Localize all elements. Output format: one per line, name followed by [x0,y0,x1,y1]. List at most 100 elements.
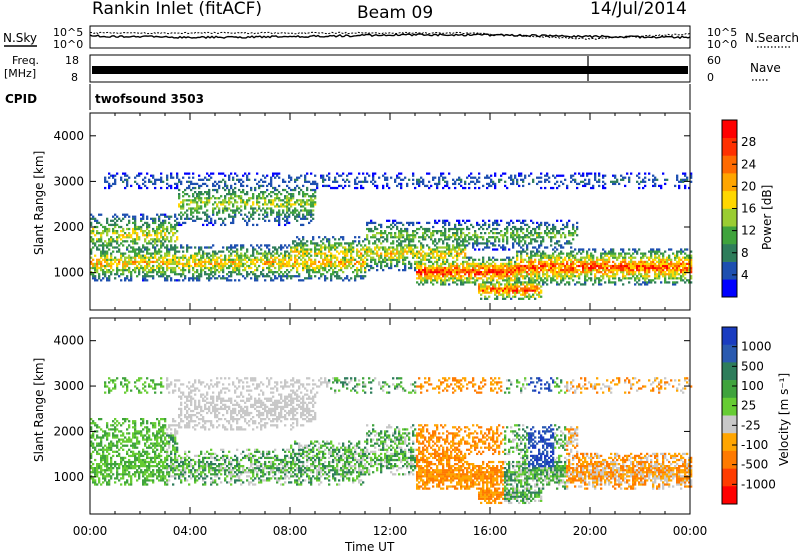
echo-cell [268,193,271,196]
echo-cell [552,232,555,235]
echo-cell [376,227,379,231]
echo-cell [228,174,231,177]
echo-cell [484,271,487,274]
echo-cell [260,271,263,274]
echo-cell [156,264,159,268]
echo-cell [312,271,315,274]
echo-cell [120,273,123,276]
echo-cell [218,217,221,220]
echo-cell [404,262,407,266]
echo-cell [458,254,461,257]
echo-cell [594,264,597,268]
echo-cell [208,191,211,194]
echo-cell [436,182,439,186]
echo-cell [590,269,593,272]
echo-cell [302,260,305,264]
echo-cell [462,271,465,274]
echo-cell [536,254,539,257]
echo-cell [302,238,305,241]
echo-cell [280,193,283,196]
echo-cell [168,248,171,251]
echo-cell [390,250,393,253]
echo-cell [394,219,397,222]
echo-cell [370,258,373,261]
echo-cell [480,283,483,286]
echo-cell [318,277,321,280]
echo-cell [372,266,375,270]
echo-cell [510,273,513,276]
echo-cell [286,275,289,278]
echo-cell [298,273,301,276]
echo-cell [488,264,491,268]
echo-cell [356,273,359,276]
echo-cell [206,201,209,204]
echo-cell [516,219,519,222]
echo-cell [562,277,565,280]
echo-cell [282,264,285,268]
echo-cell [598,172,601,175]
echo-cell [544,264,547,268]
echo-cell [412,223,415,227]
echo-cell [316,252,319,255]
echo-cell [440,262,443,266]
echo-cell [212,250,215,253]
echo-cell [568,219,571,222]
echo-cell [106,230,109,233]
echo-cell [426,277,429,280]
echo-cell [550,240,553,243]
echo-cell [564,269,567,272]
echo-cell [96,246,99,249]
echo-cell [526,264,529,268]
echo-cell [134,215,137,218]
echo-cell [252,271,255,274]
echo-cell [456,244,459,247]
echo-cell [516,258,519,261]
echo-cell [120,178,123,181]
echo-cell [476,238,479,241]
echo-cell [426,258,429,261]
echo-cell [422,271,425,274]
echo-cell [486,186,489,190]
echo-cell [508,283,511,286]
echo-cell [436,248,439,251]
echo-cell [252,252,255,255]
echo-cell [454,260,457,264]
echo-cell [554,176,557,179]
echo-cell [350,244,353,247]
echo-cell [422,227,425,231]
echo-cell [90,248,93,251]
echo-cell [452,281,455,284]
echo-cell [422,246,425,249]
echo-cell [112,215,115,218]
echo-cell [534,254,537,257]
echo-cell [612,174,615,177]
echo-cell [212,209,215,212]
echo-cell [420,271,423,274]
echo-cell [310,262,313,266]
echo-cell [602,262,605,266]
echo-cell [98,275,101,278]
echo-cell [344,248,347,251]
echo-cell [448,262,451,266]
echo-cell [348,258,351,261]
echo-cell [372,242,375,245]
echo-cell [524,266,527,270]
echo-cell [578,258,581,261]
echo-cell [200,262,203,266]
echo-cell [390,227,393,231]
echo-cell [254,186,257,190]
echo-cell [188,271,191,274]
echo-cell [166,178,169,181]
echo-cell [376,232,379,235]
echo-cell [216,258,219,261]
echo-cell [494,266,497,270]
echo-cell [500,230,503,233]
echo-cell [560,275,563,278]
echo-cell [132,242,135,245]
echo-cell [488,184,491,188]
echo-cell [550,279,553,282]
echo-cell [128,266,131,270]
echo-cell [142,269,145,272]
echo-cell [128,271,131,274]
echo-cell [422,234,425,237]
